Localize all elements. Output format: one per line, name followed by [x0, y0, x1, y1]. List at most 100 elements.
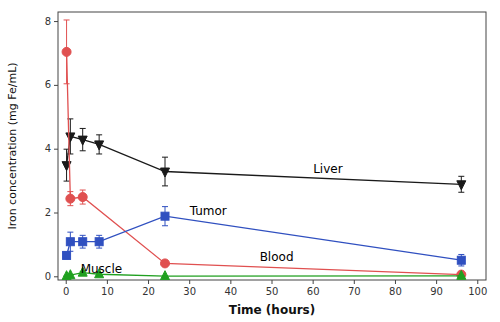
y-tick-label: 0: [45, 271, 51, 282]
y-tick: [54, 276, 58, 277]
annotation: Blood: [260, 250, 294, 264]
series: [62, 267, 466, 280]
error-bar-cap: [458, 192, 464, 193]
point: [66, 133, 75, 142]
x-axis-label: Time (hours): [229, 303, 315, 317]
error-bar-cap: [80, 204, 86, 205]
x-tick: [189, 280, 190, 284]
point: [161, 271, 170, 280]
line: [67, 273, 462, 277]
y-tick: [54, 213, 58, 214]
error-bar-cap: [67, 205, 73, 206]
point: [79, 238, 87, 246]
point: [66, 194, 75, 203]
error-bar-cap: [67, 153, 73, 154]
x-tick: [477, 280, 478, 284]
error-bar: [96, 235, 102, 248]
error-bar-cap: [96, 235, 102, 236]
annotations: Liver Blood Tumor Muscle: [81, 162, 343, 276]
x-tick-label: 50: [266, 286, 279, 297]
series: [62, 119, 466, 192]
x-tick-label: 40: [224, 286, 237, 297]
x-tick: [148, 280, 149, 284]
error-bar: [80, 235, 86, 248]
error-bar-cap: [96, 153, 102, 154]
line: [67, 52, 462, 275]
point: [66, 238, 74, 246]
error-bar-cap: [458, 176, 464, 177]
x-tick: [230, 280, 231, 284]
point: [457, 181, 466, 190]
point: [78, 193, 87, 202]
x-tick-label: 80: [389, 286, 402, 297]
error-bar-cap: [67, 232, 73, 233]
error-bar-cap: [96, 134, 102, 135]
error-bar-cap: [162, 206, 168, 207]
point: [95, 141, 104, 150]
y-tick-label: 2: [45, 207, 51, 218]
point: [457, 270, 466, 279]
x-tick-label: 20: [142, 286, 155, 297]
y-tick: [54, 149, 58, 150]
x-tick-label: 30: [183, 286, 196, 297]
error-bar-cap: [64, 19, 70, 20]
y-tick-label: 8: [45, 16, 51, 27]
point: [95, 238, 103, 246]
error-bar-cap: [162, 185, 168, 186]
x-tick: [272, 280, 273, 284]
chart: 0 10 20 30 40 50 60 70 80 90 100 0 2 4 6 8 Time (hours) I…: [0, 0, 500, 322]
annotation: Liver: [313, 162, 343, 176]
point: [63, 251, 71, 259]
point: [78, 136, 87, 145]
y-axis: 0 2 4 6 8: [45, 16, 58, 282]
y-tick: [54, 85, 58, 86]
series: [63, 207, 466, 266]
x-tick-label: 100: [468, 286, 487, 297]
point: [66, 270, 75, 279]
error-bar-cap: [458, 265, 464, 266]
x-tick: [313, 280, 314, 284]
x-tick: [354, 280, 355, 284]
point: [161, 212, 169, 220]
line: [67, 136, 462, 184]
error-bar: [64, 252, 70, 258]
y-tick-label: 6: [45, 79, 51, 90]
error-bar-cap: [64, 83, 70, 84]
y-axis-label: Iron concentration (mg Fe/mL): [6, 62, 19, 229]
x-tick-label: 90: [430, 286, 443, 297]
annotation: Muscle: [81, 262, 123, 276]
point: [457, 256, 465, 264]
error-bar-cap: [96, 248, 102, 249]
error-bar: [67, 232, 73, 251]
point: [161, 168, 170, 177]
error-bar-cap: [64, 181, 70, 182]
error-bar-cap: [67, 191, 73, 192]
error-bar-cap: [80, 190, 86, 191]
x-tick: [395, 280, 396, 284]
error-bar-cap: [80, 235, 86, 236]
y-tick-label: 4: [45, 143, 51, 154]
error-bar: [458, 254, 464, 265]
x-tick-label: 0: [63, 286, 69, 297]
point: [62, 47, 71, 56]
plot-area: [62, 20, 466, 280]
error-bar-cap: [80, 128, 86, 129]
point: [161, 259, 170, 268]
error-bar-cap: [80, 150, 86, 151]
x-tick-label: 10: [101, 286, 114, 297]
annotation: Tumor: [189, 204, 227, 218]
x-tick: [436, 280, 437, 284]
error-bar-cap: [458, 254, 464, 255]
error-bar: [162, 207, 168, 226]
error-bar-cap: [162, 157, 168, 158]
y-tick: [54, 21, 58, 22]
error-bar-cap: [80, 248, 86, 249]
point: [457, 270, 466, 279]
x-tick-label: 70: [348, 286, 361, 297]
plot-frame: [58, 12, 486, 280]
x-tick: [66, 280, 67, 284]
x-tick: [107, 280, 108, 284]
x-tick-label: 60: [307, 286, 320, 297]
series: [62, 20, 466, 279]
x-axis: 0 10 20 30 40 50 60 70 80 90 100: [63, 280, 487, 297]
